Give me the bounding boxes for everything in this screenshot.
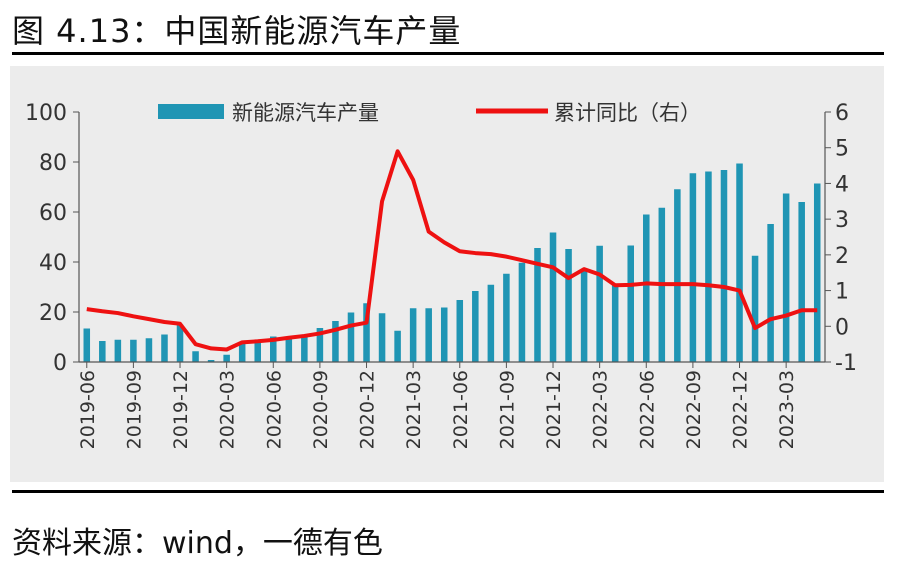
bar: [643, 214, 650, 362]
x-tick-label: 2022-12: [730, 370, 752, 449]
x-tick-label: 2022-03: [590, 370, 612, 449]
bar: [285, 337, 293, 362]
bar: [425, 308, 432, 362]
x-tick-label: 2022-09: [683, 370, 705, 449]
bar: [596, 245, 603, 362]
bar: [518, 262, 526, 362]
bar: [207, 360, 215, 362]
bar: [503, 273, 510, 362]
bar: [223, 354, 230, 362]
x-tick-label: 2020-12: [357, 370, 379, 449]
bar: [472, 291, 479, 362]
bar: [627, 245, 634, 362]
bar: [813, 183, 821, 362]
bar: [83, 328, 91, 362]
bar: [301, 335, 308, 362]
bar: [487, 284, 495, 362]
y-left-tick-label: 40: [39, 251, 67, 276]
x-tick-label: 2020-06: [263, 370, 285, 449]
bar: [161, 334, 168, 362]
y-left-tick-label: 60: [39, 201, 67, 226]
y-left-tick-label: 100: [25, 101, 67, 126]
bar: [767, 224, 774, 362]
bar: [238, 341, 246, 362]
bar: [736, 163, 743, 362]
bar: [99, 341, 106, 362]
legend-line-label: 累计同比（右）: [554, 101, 701, 125]
x-tick-label: 2019-09: [123, 370, 145, 449]
bar: [565, 249, 572, 362]
x-tick-label: 2020-09: [310, 370, 332, 449]
bar: [145, 338, 153, 362]
bar: [782, 193, 790, 362]
x-tick-label: 2021-09: [496, 370, 518, 449]
bar: [130, 339, 137, 362]
x-tick-label: 2023-03: [776, 370, 798, 449]
x-tick-label: 2019-12: [170, 370, 192, 449]
bar: [751, 255, 759, 362]
bar: [270, 336, 277, 362]
y-right-tick-label: 2: [835, 244, 849, 269]
bar: [720, 170, 728, 362]
bar: [689, 173, 697, 362]
yoy-line: [86, 149, 818, 352]
y-right-tick-label: 3: [835, 208, 849, 233]
y-right-tick-label: 1: [835, 280, 849, 305]
bar: [316, 328, 324, 362]
x-tick-label: 2019-06: [77, 370, 99, 449]
chart-panel: 0 20 40 60 80 100 -1 0 1 2 3 4 5 6 2019-06 2019-09 2019-…: [10, 66, 884, 482]
x-tick-label: 2021-12: [543, 370, 565, 449]
bar: [332, 321, 339, 362]
bar: [674, 189, 681, 362]
chart-svg: 0 20 40 60 80 100 -1 0 1 2 3 4 5 6 2019-06 2019-09 2019-…: [25, 101, 857, 449]
title-rule: [12, 52, 884, 55]
x-tick-label: 2020-03: [217, 370, 239, 449]
bar: [114, 339, 122, 362]
legend-bar-label: 新能源汽车产量: [232, 101, 379, 125]
x-tick-label: 2021-06: [450, 370, 472, 449]
y-right-tick-label: 5: [835, 137, 849, 162]
bar: [192, 351, 199, 362]
bar: [580, 270, 588, 362]
y-right-tick-label: 0: [835, 315, 849, 340]
bar-series: [83, 163, 821, 362]
bar: [378, 313, 386, 362]
bar: [363, 303, 370, 362]
bar: [534, 248, 541, 362]
bar: [798, 202, 805, 362]
figure-title: 图 4.13：中国新能源汽车产量: [12, 12, 462, 50]
y-right-tick-label: -1: [835, 351, 857, 376]
tick-labels: 0 20 40 60 80 100 -1 0 1 2 3 4 5 6 2019-06 2019-09 2019-…: [25, 101, 857, 449]
source-note: 资料来源：wind，一德有色: [12, 526, 383, 561]
source-rule: [12, 490, 884, 493]
bar: [456, 300, 464, 362]
bar: [394, 330, 401, 362]
bar: [409, 308, 417, 362]
y-left-tick-label: 20: [39, 301, 67, 326]
legend: 新能源汽车产量 累计同比（右）: [158, 101, 701, 125]
bar: [440, 307, 448, 362]
axes: [73, 111, 831, 368]
x-tick-label: 2021-03: [403, 370, 425, 449]
bar: [705, 171, 712, 362]
y-right-tick-label: 6: [835, 101, 849, 126]
bar: [611, 284, 619, 362]
x-tick-label: 2022-06: [636, 370, 658, 449]
y-left-tick-label: 0: [53, 351, 67, 376]
y-left-tick-label: 80: [39, 151, 67, 176]
bar: [254, 341, 261, 362]
bar: [549, 232, 557, 362]
bar: [176, 324, 184, 362]
y-right-tick-label: 4: [835, 172, 849, 197]
bar: [347, 312, 355, 362]
legend-bar-swatch: [158, 104, 224, 119]
